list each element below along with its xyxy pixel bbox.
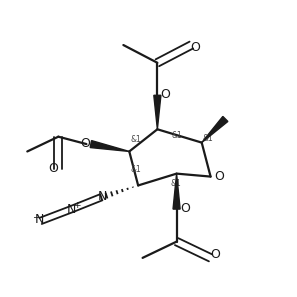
Text: &1: &1 bbox=[202, 134, 213, 143]
Text: O: O bbox=[180, 202, 190, 215]
Polygon shape bbox=[154, 95, 161, 129]
Text: &1: &1 bbox=[170, 178, 181, 188]
Text: &1: &1 bbox=[130, 165, 141, 174]
Text: O: O bbox=[48, 162, 58, 175]
Text: −: − bbox=[31, 212, 39, 221]
Polygon shape bbox=[173, 174, 180, 209]
Text: O: O bbox=[80, 137, 90, 150]
Polygon shape bbox=[90, 140, 129, 151]
Text: &1: &1 bbox=[171, 131, 182, 140]
Text: O: O bbox=[161, 88, 170, 101]
Text: N: N bbox=[35, 213, 44, 226]
Text: O: O bbox=[214, 170, 225, 183]
Text: N: N bbox=[97, 189, 107, 203]
Text: +: + bbox=[73, 201, 81, 210]
Text: &1: &1 bbox=[131, 135, 141, 143]
Text: O: O bbox=[210, 248, 220, 261]
Text: O: O bbox=[191, 42, 200, 54]
Polygon shape bbox=[202, 116, 228, 143]
Text: N: N bbox=[67, 203, 76, 217]
